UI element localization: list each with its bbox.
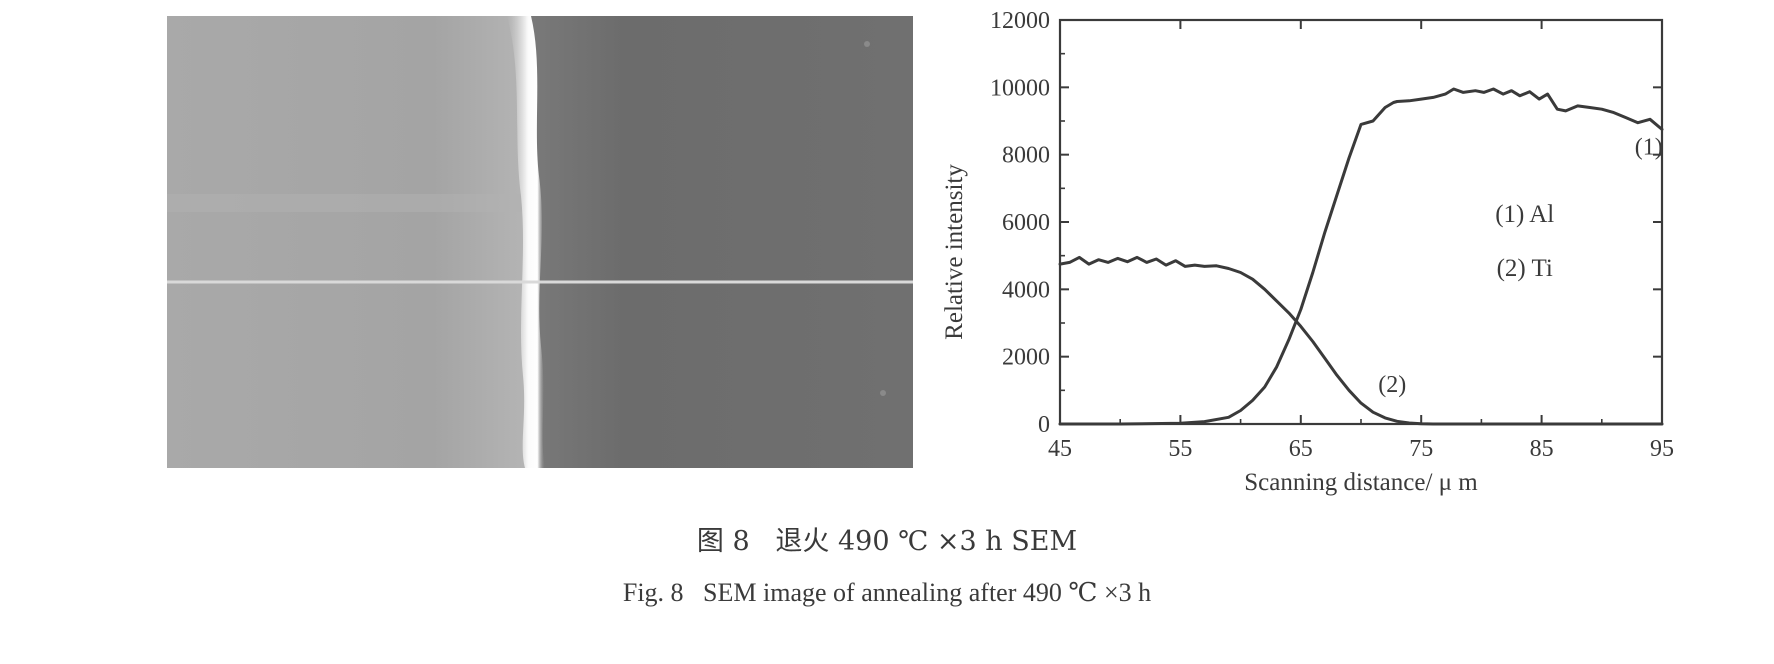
figure-caption-english: Fig. 8 SEM image of annealing after 490 … — [622, 578, 1152, 607]
y-axis-label: Relative intensity — [941, 164, 968, 340]
sem-interface — [507, 16, 545, 468]
series-line-2 — [1058, 255, 1664, 426]
x-tick-label: 55 — [1168, 436, 1192, 462]
sem-left-region — [167, 16, 547, 468]
chart-svg: 45 55 65 75 85 95020004000600080001000012000 … — [941, 8, 1674, 496]
x-axis-label: Scanning distance/ μ m — [1244, 469, 1478, 496]
sem-speck — [864, 41, 870, 47]
series-label-1: (1) — [1635, 135, 1663, 161]
line-chart: 45 55 65 75 85 95 0 2000 4000 6000 8000 10000 12000 … — [930, 0, 1720, 510]
x-tick-label: 45 — [1048, 436, 1072, 462]
sem-micrograph — [167, 16, 913, 468]
chart-ticks: 45 55 65 75 85 95 0 2000 4000 6000 8000 10000 12000 — [990, 8, 1674, 462]
y-tick-label: 2000 — [1002, 345, 1050, 371]
plot-frame — [1058, 18, 1664, 426]
y-tick-label: 8000 — [1002, 143, 1050, 169]
y-tick-label: 4000 — [1002, 277, 1050, 303]
chart-labels: (1) (2) — [1378, 135, 1662, 398]
legend-entry-ti: (2) Ti — [1497, 255, 1553, 282]
x-tick-label: 85 — [1530, 436, 1554, 462]
y-tick-label: 6000 — [1002, 210, 1050, 236]
x-tick-label: 65 — [1289, 436, 1313, 462]
y-tick-label: 10000 — [990, 75, 1050, 101]
legend-entry-al: (1) Al — [1495, 201, 1554, 228]
sem-right-region — [527, 16, 913, 468]
y-tick-label: 0 — [1038, 412, 1050, 438]
sem-left-band — [167, 194, 527, 212]
chart-axes — [1058, 18, 1664, 426]
sem-speck — [880, 390, 886, 396]
x-tick-label: 95 — [1650, 436, 1674, 462]
series-label-2: (2) — [1378, 372, 1406, 398]
figure-caption-chinese: 图 8 退火 490 ℃ ×3 h SEM — [696, 526, 1078, 557]
chart-series — [1058, 87, 1664, 426]
y-tick-label: 12000 — [990, 8, 1050, 34]
series-line-1 — [1058, 87, 1664, 426]
x-tick-label: 75 — [1409, 436, 1433, 462]
